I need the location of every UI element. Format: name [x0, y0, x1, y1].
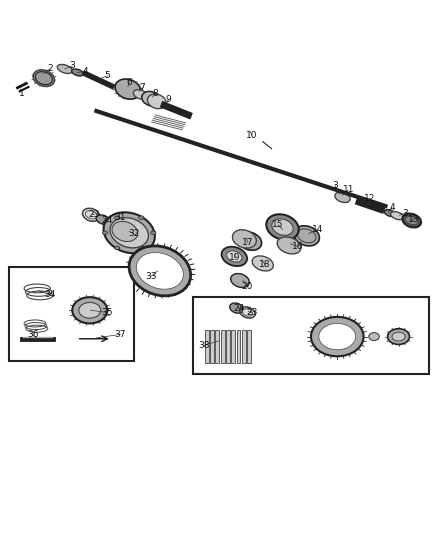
Text: 17: 17	[242, 238, 253, 247]
Text: 11: 11	[343, 185, 354, 195]
Ellipse shape	[33, 70, 54, 86]
Bar	[205, 330, 209, 363]
Text: 23: 23	[246, 308, 258, 317]
Bar	[193, 297, 429, 374]
Text: 12: 12	[364, 194, 376, 203]
Ellipse shape	[272, 219, 293, 236]
Ellipse shape	[266, 214, 299, 240]
Text: 32: 32	[128, 229, 139, 238]
Ellipse shape	[369, 333, 379, 341]
Ellipse shape	[252, 256, 273, 271]
Text: 6: 6	[126, 78, 132, 87]
Ellipse shape	[85, 211, 97, 219]
Text: 13: 13	[408, 215, 420, 224]
Bar	[9, 266, 134, 361]
Ellipse shape	[110, 217, 148, 248]
Ellipse shape	[294, 226, 319, 246]
Ellipse shape	[129, 246, 191, 296]
Text: 3: 3	[402, 208, 408, 217]
Ellipse shape	[72, 297, 107, 324]
Ellipse shape	[222, 247, 247, 266]
Ellipse shape	[136, 253, 184, 289]
Text: 31: 31	[115, 213, 126, 222]
Ellipse shape	[233, 230, 256, 248]
Text: 9: 9	[166, 95, 172, 104]
Text: 5: 5	[104, 71, 110, 80]
Ellipse shape	[138, 246, 144, 249]
Text: 1: 1	[19, 89, 25, 98]
Ellipse shape	[96, 215, 110, 224]
Text: 15: 15	[272, 220, 284, 229]
Text: 8: 8	[152, 89, 159, 98]
Ellipse shape	[151, 231, 156, 235]
Text: 3: 3	[69, 61, 75, 70]
Text: 37: 37	[115, 330, 126, 339]
Ellipse shape	[142, 92, 160, 106]
Ellipse shape	[103, 212, 155, 253]
Ellipse shape	[311, 317, 364, 356]
Ellipse shape	[231, 273, 249, 287]
Ellipse shape	[114, 246, 120, 249]
Text: 35: 35	[102, 308, 113, 317]
Bar	[221, 330, 225, 363]
Ellipse shape	[403, 214, 421, 228]
Text: 3: 3	[332, 181, 338, 190]
Ellipse shape	[115, 79, 141, 99]
Ellipse shape	[385, 209, 395, 216]
Bar	[215, 330, 219, 363]
Ellipse shape	[148, 94, 166, 109]
Text: 36: 36	[27, 330, 39, 339]
Text: 20: 20	[242, 282, 253, 290]
Ellipse shape	[392, 332, 405, 341]
Ellipse shape	[238, 232, 261, 251]
Ellipse shape	[277, 237, 301, 254]
Text: 34: 34	[45, 290, 56, 300]
Ellipse shape	[115, 216, 120, 220]
Ellipse shape	[72, 69, 83, 76]
Text: 16: 16	[292, 243, 304, 251]
Text: 24: 24	[102, 216, 113, 225]
Bar	[231, 330, 235, 363]
Bar	[237, 330, 240, 363]
Bar	[247, 330, 251, 363]
Text: 4: 4	[389, 203, 395, 212]
Text: 23: 23	[88, 211, 100, 219]
Ellipse shape	[388, 329, 410, 344]
Ellipse shape	[335, 192, 350, 203]
Text: 19: 19	[229, 253, 240, 262]
Ellipse shape	[230, 303, 244, 313]
Ellipse shape	[79, 302, 101, 318]
Bar	[226, 330, 230, 363]
Ellipse shape	[57, 64, 72, 74]
Ellipse shape	[391, 212, 404, 220]
Text: 33: 33	[145, 272, 157, 281]
Text: 10: 10	[246, 131, 258, 140]
Text: 2: 2	[48, 64, 53, 73]
Ellipse shape	[406, 216, 418, 225]
Bar	[242, 330, 246, 363]
Bar	[210, 330, 214, 363]
Text: 14: 14	[312, 225, 323, 234]
Ellipse shape	[227, 251, 242, 262]
Text: 18: 18	[259, 260, 271, 269]
Text: 4: 4	[83, 67, 88, 76]
Ellipse shape	[242, 309, 253, 316]
Ellipse shape	[112, 221, 138, 241]
Ellipse shape	[138, 216, 144, 220]
Text: 24: 24	[233, 304, 244, 313]
Ellipse shape	[102, 231, 108, 235]
Ellipse shape	[134, 90, 147, 99]
Ellipse shape	[319, 324, 356, 350]
Text: 38: 38	[198, 341, 209, 350]
Text: 7: 7	[139, 83, 145, 92]
